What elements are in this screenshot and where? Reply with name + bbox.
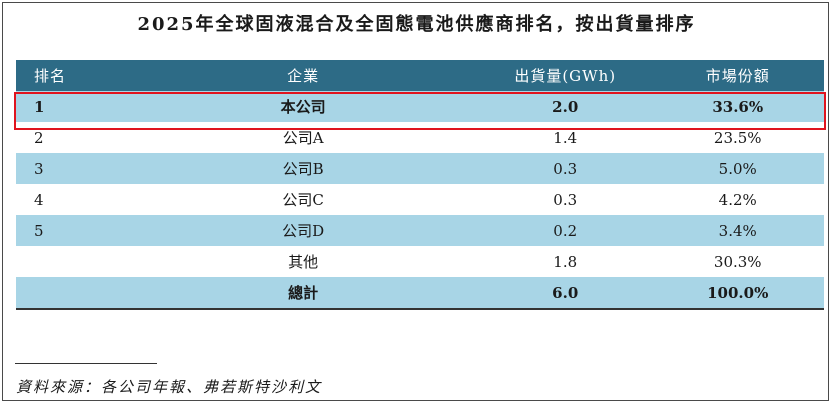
shipment-cell: 1.4: [553, 128, 578, 147]
total-shipment: 6.0: [478, 277, 652, 310]
shipment-cell: 0.2: [478, 215, 652, 246]
ranking-table: 排名 企業 出貨量(GWh) 市場份額 1 本公司 2.0 33.6% 2 公司…: [16, 60, 824, 310]
document-frame: [2, 2, 829, 401]
share-cell: 33.6%: [651, 91, 824, 122]
total-share: 100.0%: [651, 277, 824, 310]
table-row: 1 本公司 2.0 33.6%: [16, 91, 824, 122]
header-rank: 排名: [16, 60, 128, 91]
shipment-cell: 1.8: [553, 252, 578, 271]
share-cell: 23.5%: [713, 128, 762, 147]
footnote-rule: [15, 363, 157, 364]
rank-cell: [16, 277, 128, 310]
company-cell: 公司A: [282, 129, 324, 147]
share-cell: 30.3%: [713, 252, 762, 271]
company-cell: 其他: [288, 253, 319, 271]
share-cell: 4.2%: [718, 190, 757, 209]
shipment-cell: 0.3: [553, 190, 578, 209]
shipment-cell: 0.3: [478, 153, 652, 184]
company-cell: 公司D: [127, 215, 479, 246]
rank-cell: 2: [34, 128, 44, 147]
table-header-row: 排名 企業 出貨量(GWh) 市場份額: [16, 60, 824, 91]
header-company: 企業: [127, 60, 479, 91]
table-row: 5 公司D 0.2 3.4%: [16, 215, 824, 246]
table-row: 2 公司A 1.4 23.5%: [16, 122, 824, 153]
rank-cell: 1: [16, 91, 128, 122]
total-row: 總計 6.0 100.0%: [16, 277, 824, 310]
rank-cell: 3: [16, 153, 128, 184]
company-cell: 公司B: [127, 153, 479, 184]
source-note: 資料來源：各公司年報、弗若斯特沙利文: [16, 378, 323, 396]
share-cell: 5.0%: [651, 153, 824, 184]
rank-cell: 4: [34, 190, 44, 209]
company-cell: 公司C: [282, 191, 324, 209]
header-shipment: 出貨量(GWh): [478, 60, 652, 91]
shipment-cell: 2.0: [478, 91, 652, 122]
header-share: 市場份額: [651, 60, 824, 91]
rank-cell: [16, 246, 127, 277]
total-label: 總計: [127, 277, 479, 310]
table-row: 其他 1.8 30.3%: [16, 246, 824, 277]
table-row: 4 公司C 0.3 4.2%: [16, 184, 824, 215]
rank-cell: 5: [16, 215, 128, 246]
share-cell: 3.4%: [651, 215, 824, 246]
table-row: 3 公司B 0.3 5.0%: [16, 153, 824, 184]
company-cell: 本公司: [127, 91, 479, 122]
table-title: 2025年全球固液混合及全固態電池供應商排名，按出貨量排序: [137, 14, 696, 35]
